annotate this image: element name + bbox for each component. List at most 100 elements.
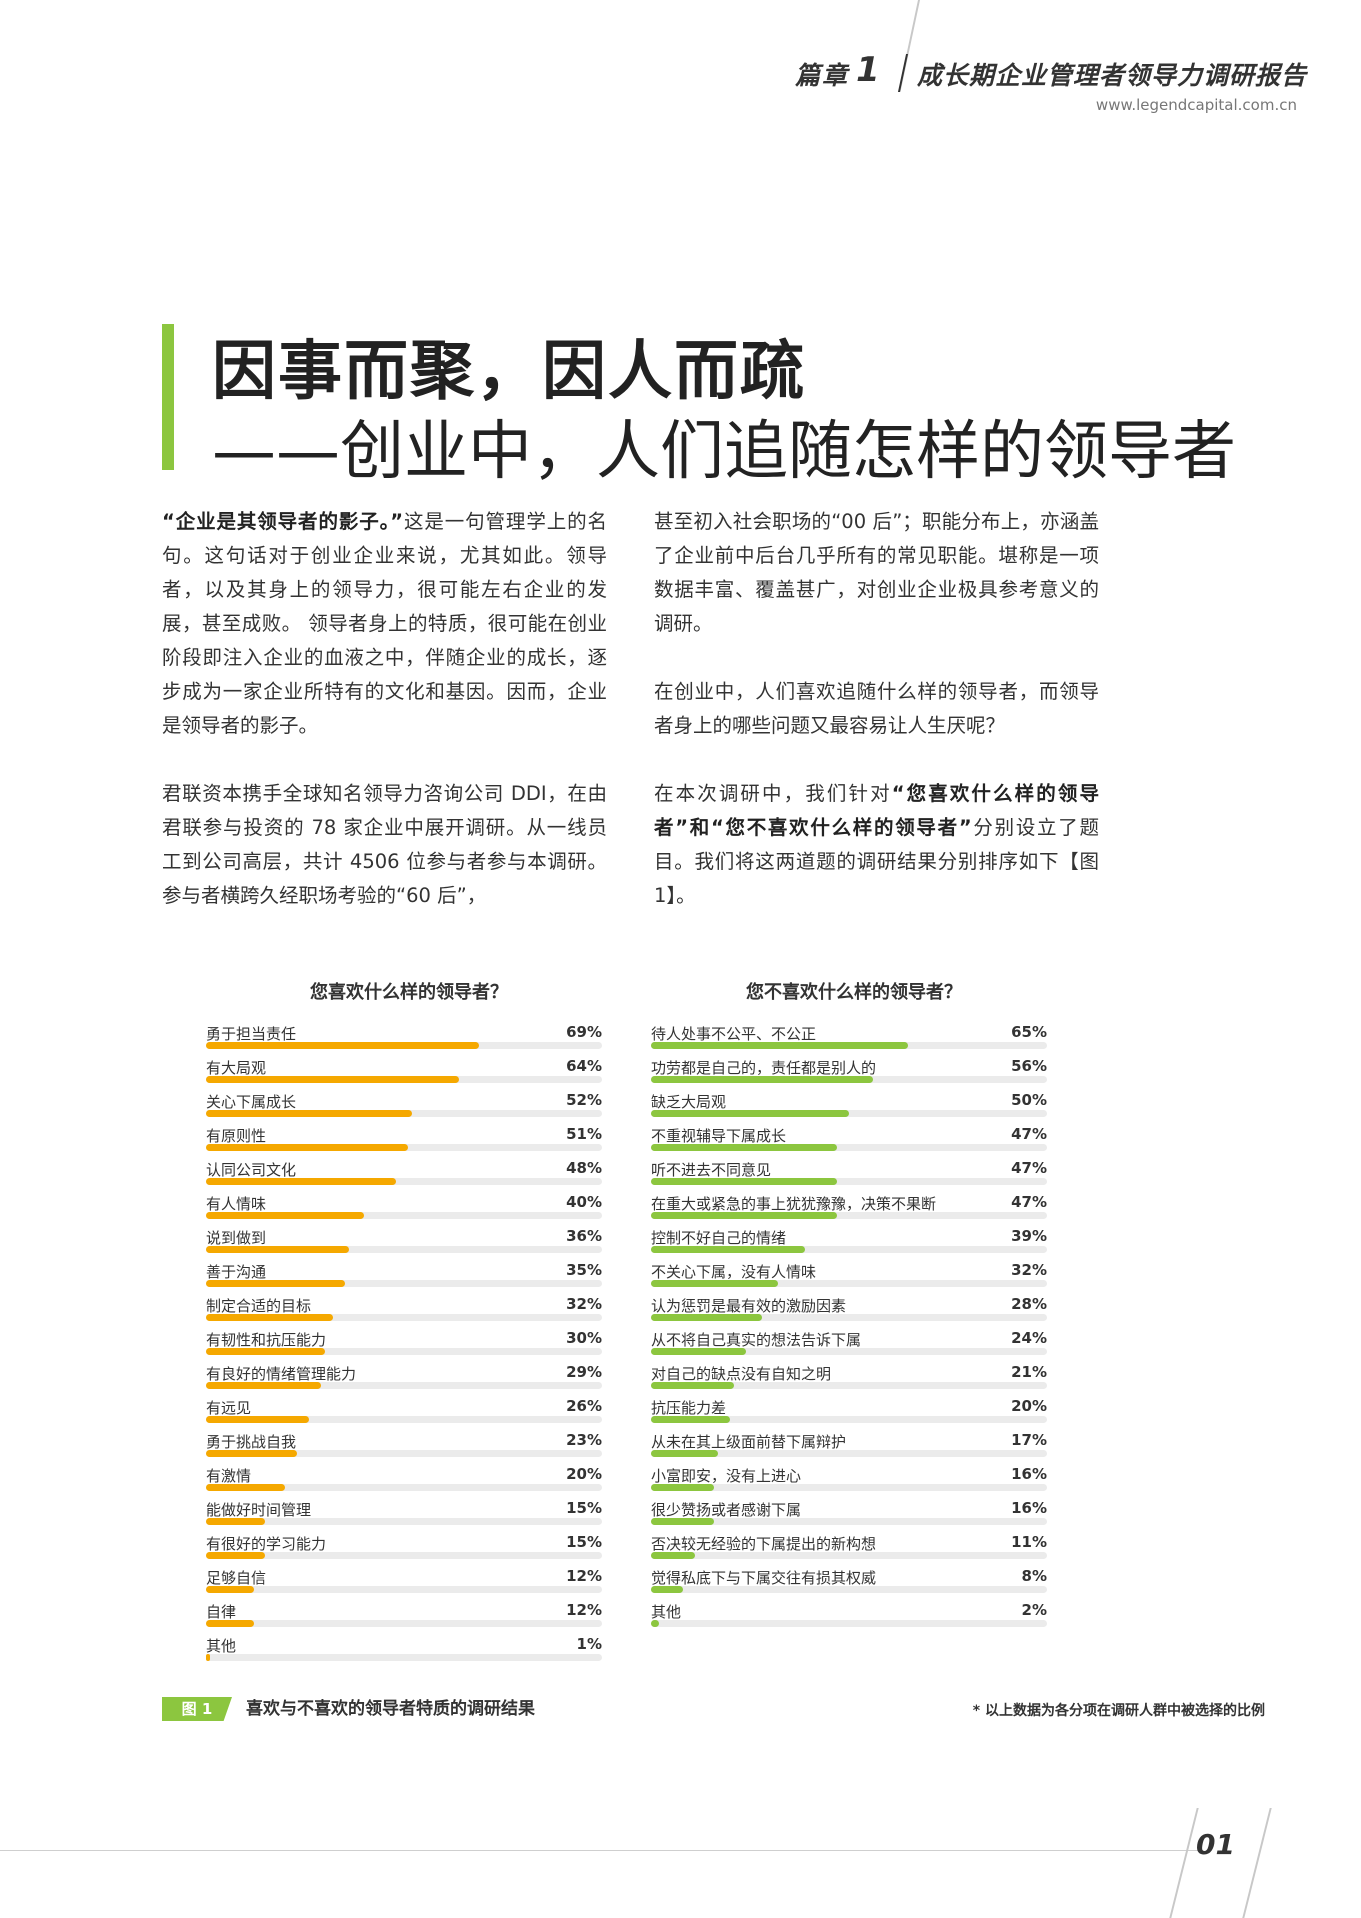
chart-row: 很少赞扬或者感谢下属 16% xyxy=(641,1496,1047,1530)
bar xyxy=(651,1144,838,1151)
bar-track xyxy=(206,1280,602,1287)
value-label: 15% xyxy=(566,1533,602,1551)
bar xyxy=(651,1552,695,1559)
category-label: 不重视辅导下属成长 xyxy=(651,1127,787,1145)
chart-row: 在重大或紧急的事上犹犹豫豫，决策不果断 47% xyxy=(641,1190,1047,1224)
bar xyxy=(206,1484,286,1491)
value-label: 47% xyxy=(1011,1125,1047,1143)
bar xyxy=(651,1280,778,1287)
value-label: 23% xyxy=(566,1431,602,1449)
bar xyxy=(206,1076,460,1083)
value-label: 30% xyxy=(566,1329,602,1347)
value-label: 26% xyxy=(566,1397,602,1415)
chart-row: 其他 2% xyxy=(641,1598,1047,1632)
report-title: 成长期企业管理者领导力调研报告 xyxy=(917,61,1308,90)
bar-track xyxy=(206,1484,602,1491)
chart-liked-leaders: 您喜欢什么样的领导者？ 勇于担当责任 69% 有大局观 64% 关心下属成长 52% 有原则… xyxy=(196,978,602,1666)
bar-track xyxy=(206,1314,602,1321)
category-label: 其他 xyxy=(651,1603,682,1621)
value-label: 12% xyxy=(566,1601,602,1619)
body-column-left: “企业是其领导者的影子。”这是一句管理学上的名句。这句话对于创业企业来说，尤其如… xyxy=(162,505,607,947)
value-label: 32% xyxy=(566,1295,602,1313)
category-label: 足够自信 xyxy=(206,1569,267,1587)
bar-track xyxy=(651,1246,1047,1253)
value-label: 21% xyxy=(1011,1363,1047,1381)
bar xyxy=(651,1450,719,1457)
chart-row: 自律 12% xyxy=(196,1598,602,1632)
value-label: 17% xyxy=(1011,1431,1047,1449)
value-label: 16% xyxy=(1011,1499,1047,1517)
category-label: 自律 xyxy=(206,1603,237,1621)
chart-row: 说到做到 36% xyxy=(196,1224,602,1258)
footer-slash xyxy=(1169,1808,1199,1918)
value-label: 64% xyxy=(566,1057,602,1075)
category-label: 勇于担当责任 xyxy=(206,1025,297,1043)
bar-track xyxy=(651,1552,1047,1559)
bar xyxy=(651,1110,849,1117)
chart-row: 有韧性和抗压能力 30% xyxy=(196,1326,602,1360)
category-label: 从未在其上级面前替下属辩护 xyxy=(651,1433,847,1451)
chart-row: 控制不好自己的情绪 39% xyxy=(641,1224,1047,1258)
bar xyxy=(206,1042,480,1049)
bar-track xyxy=(206,1586,602,1593)
bar-track xyxy=(651,1620,1047,1627)
chart-title: 您喜欢什么样的领导者？ xyxy=(310,982,508,1003)
chart-bars: 待人处事不公平、不公正 65% 功劳都是自己的，责任都是别人的 56% 缺乏大局观 50%… xyxy=(641,1020,1047,1632)
category-label: 有良好的情绪管理能力 xyxy=(206,1365,357,1383)
value-label: 36% xyxy=(566,1227,602,1245)
value-label: 12% xyxy=(566,1567,602,1585)
category-label: 说到做到 xyxy=(206,1229,267,1247)
category-label: 有很好的学习能力 xyxy=(206,1535,327,1553)
category-label: 有韧性和抗压能力 xyxy=(206,1331,327,1349)
value-label: 2% xyxy=(1021,1601,1047,1619)
chart-row: 勇于挑战自我 23% xyxy=(196,1428,602,1462)
chart-title: 您不喜欢什么样的领导者？ xyxy=(746,982,962,1003)
bar xyxy=(206,1212,365,1219)
bar xyxy=(206,1552,266,1559)
bar-track xyxy=(651,1280,1047,1287)
chart-row: 认为惩罚是最有效的激励因素 28% xyxy=(641,1292,1047,1326)
category-label: 从不将自己真实的想法告诉下属 xyxy=(651,1331,862,1349)
page-subtitle: ——创业中，人们追随怎样的领导者 xyxy=(212,415,1236,489)
category-label: 有远见 xyxy=(206,1399,252,1417)
category-label: 不关心下属，没有人情味 xyxy=(651,1263,817,1281)
chart-row: 有人情味 40% xyxy=(196,1190,602,1224)
value-label: 69% xyxy=(566,1023,602,1041)
category-label: 控制不好自己的情绪 xyxy=(651,1229,787,1247)
value-label: 11% xyxy=(1011,1533,1047,1551)
bar-track xyxy=(206,1620,602,1627)
bar-track xyxy=(651,1178,1047,1185)
chart-row: 认同公司文化 48% xyxy=(196,1156,602,1190)
footer-slash xyxy=(1242,1808,1272,1918)
chart-row: 有原则性 51% xyxy=(196,1122,602,1156)
bar xyxy=(651,1382,735,1389)
chart-row: 不关心下属，没有人情味 32% xyxy=(641,1258,1047,1292)
chart-row: 有良好的情绪管理能力 29% xyxy=(196,1360,602,1394)
bar xyxy=(651,1314,762,1321)
chart-row: 待人处事不公平、不公正 65% xyxy=(641,1020,1047,1054)
category-label: 善于沟通 xyxy=(206,1263,267,1281)
value-label: 1% xyxy=(576,1635,602,1653)
chart-row: 对自己的缺点没有自知之明 21% xyxy=(641,1360,1047,1394)
chart-row: 抗压能力差 20% xyxy=(641,1394,1047,1428)
category-label: 抗压能力差 xyxy=(651,1399,727,1417)
bar xyxy=(206,1178,397,1185)
value-label: 39% xyxy=(1011,1227,1047,1245)
category-label: 有大局观 xyxy=(206,1059,267,1077)
paragraph-4-text-e: 分别设立了题目。我们将这两道题的调研结果分别排序如下【图 1】。 xyxy=(654,816,1099,907)
bar xyxy=(206,1450,298,1457)
paragraph-2-continued: 甚至初入社会职场的“00 后”；职能分布上，亦涵盖了企业前中后台几乎所有的常见职… xyxy=(654,510,1099,635)
chapter-number: 1 xyxy=(856,50,880,90)
bar-track xyxy=(651,1518,1047,1525)
figure-footnote: * 以上数据为各分项在调研人群中被选择的比例 xyxy=(972,1703,1265,1719)
category-label: 能做好时间管理 xyxy=(206,1501,312,1519)
chart-row: 从未在其上级面前替下属辩护 17% xyxy=(641,1428,1047,1462)
category-label: 有激情 xyxy=(206,1467,252,1485)
category-label: 在重大或紧急的事上犹犹豫豫，决策不果断 xyxy=(651,1195,937,1213)
value-label: 51% xyxy=(566,1125,602,1143)
bar-track xyxy=(206,1042,602,1049)
footer-rule xyxy=(0,1850,1200,1851)
value-label: 29% xyxy=(566,1363,602,1381)
value-label: 20% xyxy=(1011,1397,1047,1415)
category-label: 关心下属成长 xyxy=(206,1093,297,1111)
